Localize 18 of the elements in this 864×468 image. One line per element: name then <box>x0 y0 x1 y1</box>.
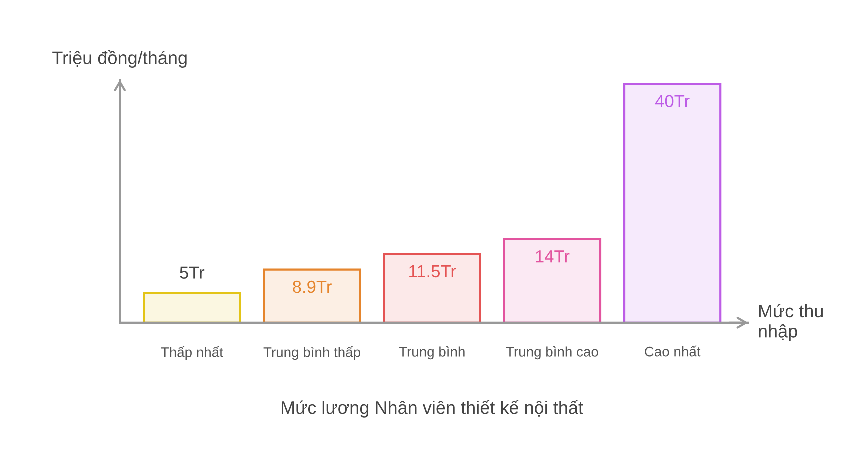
bar <box>623 83 722 323</box>
x-tick-label: Thấp nhất <box>161 346 224 360</box>
x-tick-label: Trung bình thấp <box>264 346 360 360</box>
bar <box>383 253 482 323</box>
bar <box>263 268 362 323</box>
x-tick-label: Cao nhất <box>645 346 701 357</box>
bar <box>143 292 242 323</box>
data-label: 40Tr <box>655 95 690 108</box>
x-tick-label: Trung bình cao <box>506 346 598 360</box>
y-axis-title: Triệu đồng/tháng <box>52 50 187 68</box>
bar <box>503 238 602 323</box>
data-label: 8.9Tr <box>293 280 332 294</box>
x-tick-label: Trung bình <box>399 346 465 360</box>
data-label: 5Tr <box>180 266 205 279</box>
x-axis-title: Mức thu nhập <box>759 304 824 342</box>
text: Mức lương Nhân viên thiết kế nội thất <box>282 400 584 418</box>
data-label: 11.5Tr <box>410 266 456 278</box>
data-label: 14Tr <box>536 250 570 263</box>
